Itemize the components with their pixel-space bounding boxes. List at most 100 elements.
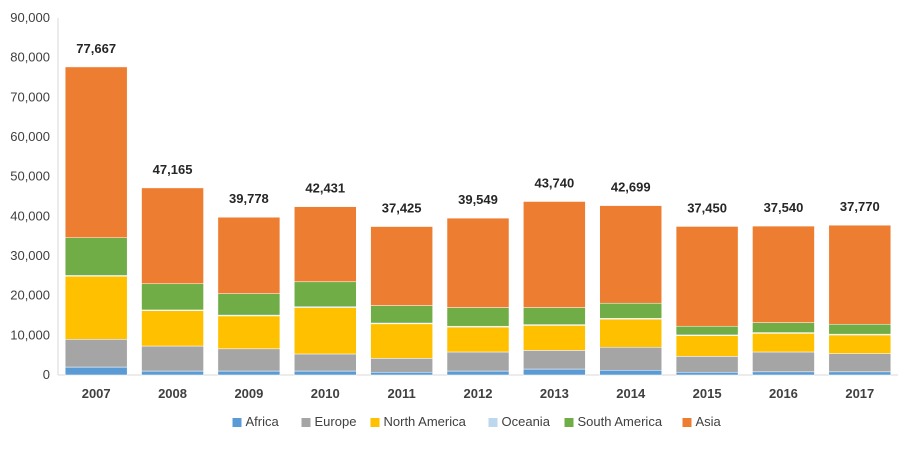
- y-tick-label: 80,000: [10, 50, 50, 65]
- bar-segment-africa: [599, 369, 662, 376]
- x-tick-label: 2012: [464, 386, 493, 401]
- bar-segment-africa: [217, 370, 281, 376]
- bar-segment-europe: [599, 346, 662, 371]
- legend-swatch: [301, 418, 311, 427]
- y-tick-label: 30,000: [10, 248, 50, 263]
- x-tick-label: 2009: [234, 386, 263, 401]
- total-label: 37,425: [382, 201, 422, 216]
- bar-segment-europe: [370, 358, 433, 373]
- x-tick-label: 2017: [845, 386, 874, 401]
- legend-swatch: [682, 418, 692, 427]
- bar-segment-africa: [64, 366, 128, 376]
- bar-segment-asia: [828, 224, 892, 325]
- bar-segment-north-america: [675, 335, 739, 357]
- bar-segment-asia: [599, 205, 662, 304]
- legend-swatch: [232, 418, 242, 427]
- x-tick-labels: 2007 2008 2009 2010 2011 2012 2013 2014 2015 2016…: [82, 386, 875, 401]
- bar-segment-africa: [752, 371, 815, 376]
- bar-segment-south-america: [523, 307, 586, 325]
- x-tick-label: 2011: [388, 386, 416, 401]
- y-tick-label: 40,000: [10, 208, 50, 223]
- bar-segment-south-america: [675, 325, 739, 336]
- bar-segment-europe: [675, 356, 739, 373]
- legend: Africa Europe North America Oceania South Am…: [232, 414, 722, 429]
- legend-swatch: [370, 418, 380, 427]
- x-tick-label: 2014: [616, 386, 646, 401]
- total-label: 43,740: [534, 175, 574, 190]
- total-labels: 77,667 47,165 39,778 42,431 37,425 39,549 43,7…: [76, 41, 879, 216]
- bar-segment-north-america: [217, 315, 281, 350]
- bar-segment-south-america: [752, 322, 815, 333]
- bar-segment-north-america: [752, 333, 815, 353]
- bar-segment-europe: [141, 345, 204, 372]
- y-tick-labels: 0 10,000 20,000 30,000 40,000 50,000 60,000 70,…: [10, 10, 50, 382]
- bar-segment-asia: [523, 201, 586, 308]
- legend-label: Asia: [696, 414, 722, 429]
- bar-segment-africa: [523, 368, 586, 376]
- y-tick-label: 20,000: [10, 288, 50, 303]
- total-label: 39,778: [229, 191, 269, 206]
- x-tick-label: 2010: [311, 386, 340, 401]
- bar-segment-south-america: [294, 281, 357, 308]
- bar-segment-europe: [217, 348, 281, 372]
- total-label: 77,667: [76, 41, 116, 56]
- bar-segment-north-america: [64, 275, 128, 340]
- total-label: 37,450: [687, 200, 727, 215]
- legend-label: Europe: [315, 414, 357, 429]
- bar-segment-asia: [675, 226, 739, 327]
- legend-swatch: [488, 418, 498, 427]
- y-tick-label: 0: [43, 367, 50, 382]
- x-tick-label: 2007: [82, 386, 111, 401]
- bars-layer: [64, 66, 892, 376]
- legend-label: Oceania: [502, 414, 551, 429]
- bar-segment-europe: [64, 339, 128, 368]
- total-label: 37,540: [764, 200, 804, 215]
- bar-segment-europe: [523, 350, 586, 370]
- bar-segment-africa: [828, 371, 892, 376]
- bar-segment-north-america: [370, 323, 433, 359]
- bar-segment-europe: [752, 351, 815, 373]
- total-label: 47,165: [153, 162, 193, 177]
- bar-segment-africa: [370, 371, 433, 376]
- bar-segment-asia: [294, 206, 357, 283]
- total-label: 42,699: [611, 180, 651, 195]
- y-tick-label: 10,000: [10, 327, 50, 342]
- bar-segment-asia: [64, 66, 128, 239]
- bar-segment-africa: [294, 370, 357, 376]
- bar-segment-south-america: [141, 283, 204, 311]
- y-tick-label: 60,000: [10, 129, 50, 144]
- bar-segment-north-america: [599, 318, 662, 348]
- y-tick-label: 70,000: [10, 89, 50, 104]
- x-tick-label: 2008: [158, 386, 187, 401]
- legend-label: South America: [578, 414, 663, 429]
- bar-segment-asia: [217, 216, 281, 294]
- legend-label: Africa: [246, 414, 280, 429]
- total-label: 37,770: [840, 199, 880, 214]
- x-tick-label: 2013: [540, 386, 569, 401]
- bar-segment-north-america: [141, 310, 204, 347]
- bar-segment-south-america: [64, 237, 128, 276]
- bar-segment-south-america: [217, 293, 281, 316]
- bar-segment-south-america: [370, 305, 433, 324]
- bar-segment-europe: [828, 353, 892, 373]
- y-tick-label: 90,000: [10, 10, 50, 25]
- bar-segment-south-america: [446, 307, 510, 327]
- total-label: 39,549: [458, 192, 498, 207]
- bar-segment-north-america: [828, 334, 892, 354]
- y-tick-label: 50,000: [10, 169, 50, 184]
- bar-segment-north-america: [294, 307, 357, 355]
- legend-swatch: [564, 418, 574, 427]
- bar-segment-asia: [752, 225, 815, 323]
- legend-label: North America: [384, 414, 467, 429]
- total-label: 42,431: [305, 181, 345, 196]
- bar-segment-europe: [446, 351, 510, 372]
- bar-segment-north-america: [446, 326, 510, 353]
- bar-segment-africa: [141, 370, 204, 376]
- bar-segment-europe: [294, 353, 357, 372]
- x-tick-label: 2015: [693, 386, 722, 401]
- bar-segment-africa: [446, 370, 510, 376]
- bar-segment-africa: [675, 371, 739, 376]
- bar-segment-south-america: [599, 302, 662, 319]
